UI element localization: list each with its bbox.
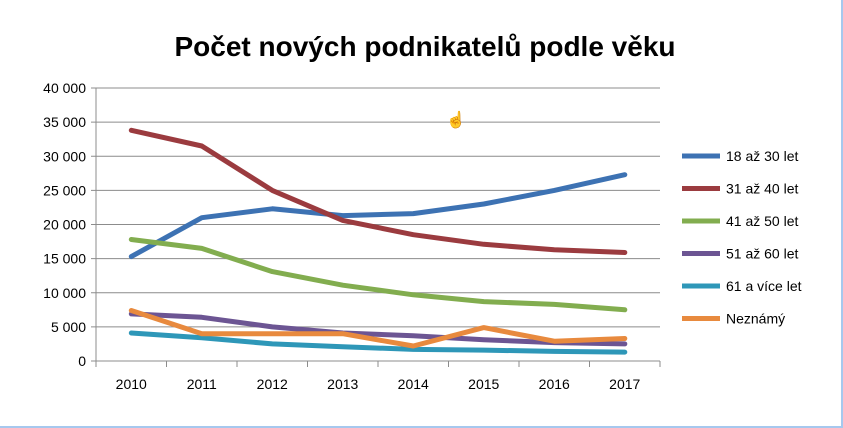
x-tick-label: 2015 xyxy=(468,376,499,392)
x-tick-label: 2010 xyxy=(116,376,147,392)
y-tick-label: 20 000 xyxy=(43,217,86,233)
x-tick-label: 2017 xyxy=(609,376,640,392)
hand-cursor-icon: ☝ xyxy=(446,112,466,129)
legend-label: 18 až 30 let xyxy=(726,148,798,164)
grid-lines xyxy=(96,87,660,328)
series-line-5 xyxy=(128,330,628,355)
x-tick-label: 2016 xyxy=(539,376,570,392)
x-tick-label: 2011 xyxy=(187,376,217,392)
y-tick-label: 5 000 xyxy=(51,319,86,335)
y-tick-label: 0 xyxy=(78,353,86,369)
series-line-6 xyxy=(128,308,628,349)
y-tick-label: 15 000 xyxy=(43,251,86,267)
y-tick-label: 30 000 xyxy=(43,148,86,164)
series-line-2 xyxy=(128,127,628,255)
legend-label: 61 a více let xyxy=(726,278,802,294)
x-tick-label: 2014 xyxy=(398,376,429,392)
x-tick-label: 2012 xyxy=(257,376,288,392)
y-tick-label: 25 000 xyxy=(43,182,86,198)
x-tick-label: 2013 xyxy=(327,376,358,392)
legend-label: Neznámý xyxy=(726,311,785,327)
y-tick-label: 10 000 xyxy=(43,285,86,301)
axes xyxy=(91,87,661,367)
y-tick-label: 35 000 xyxy=(43,114,86,130)
legend-label: 41 až 50 let xyxy=(726,213,798,229)
series-lines xyxy=(128,127,628,355)
legend-label: 31 až 40 let xyxy=(726,181,798,197)
legend-label: 51 až 60 let xyxy=(726,246,798,262)
legend: 18 až 30 let 31 až 40 let 41 až 50 let 51 a… xyxy=(682,148,802,327)
y-tick-label: 40 000 xyxy=(43,80,86,96)
series-line-4 xyxy=(128,311,628,347)
chart-title: Počet nových podnikatelů podle věku xyxy=(175,31,676,62)
series-line-3 xyxy=(128,237,628,313)
series-line-1 xyxy=(128,172,628,260)
tick-labels: 0 5 000 10 000 15 000 20 000 25 000 30 000 35 0… xyxy=(43,80,640,392)
